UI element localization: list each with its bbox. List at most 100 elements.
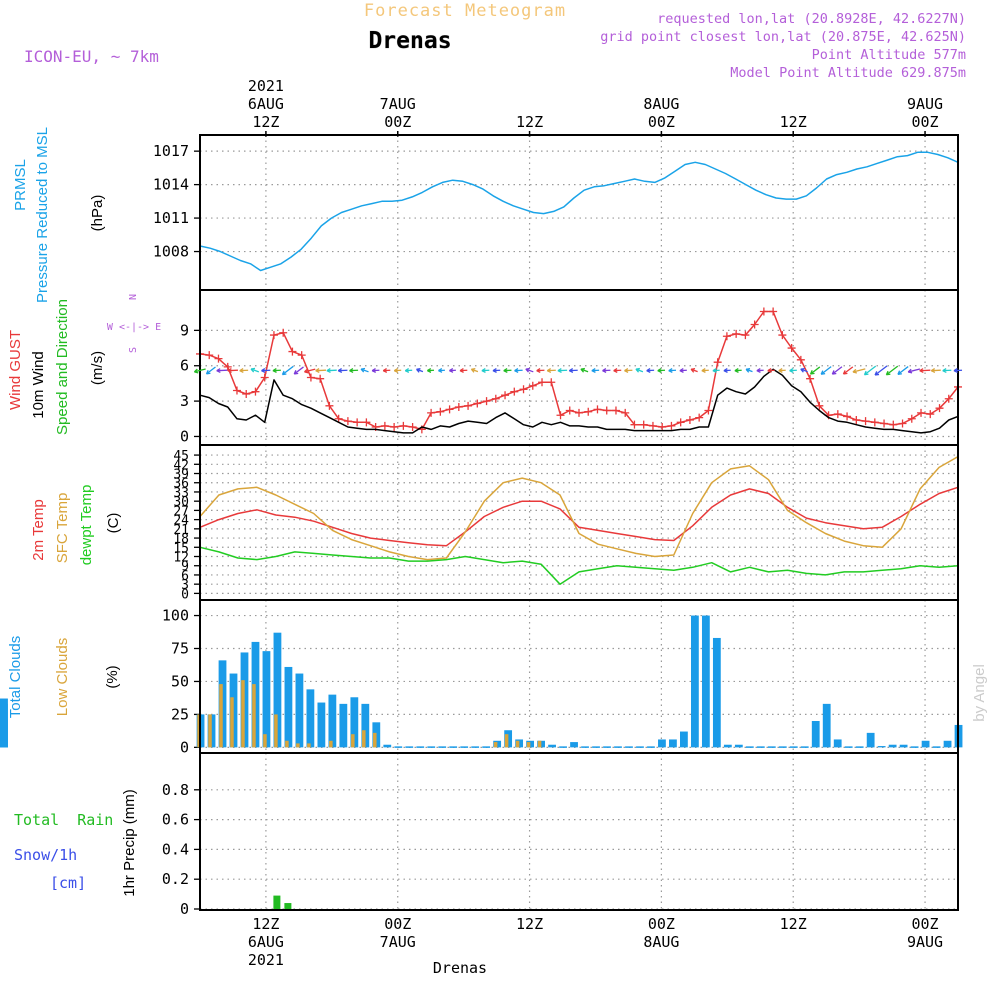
top-time-label: 00Z (384, 113, 411, 131)
wind-arrow (864, 366, 875, 375)
gust-marker (483, 397, 491, 405)
low-cloud-bar (285, 741, 289, 748)
wind-arrow (724, 369, 731, 373)
gust-marker (769, 308, 777, 316)
total-cloud-bar (263, 651, 271, 747)
total-cloud-bar (449, 746, 457, 748)
wind-arrow (569, 369, 577, 373)
wind-arrow (702, 369, 709, 373)
wind-arrow (206, 367, 215, 374)
gust-marker (529, 382, 537, 390)
total-cloud-bar (581, 746, 589, 748)
gust-marker (843, 412, 851, 420)
wind-arrow (304, 369, 315, 373)
wind-arrow (251, 368, 259, 372)
wind-arrow-shaft (282, 366, 293, 374)
gust-marker (362, 418, 370, 426)
total-cloud-bar (317, 703, 325, 748)
gust-marker (871, 418, 879, 426)
gust-marker (603, 407, 611, 415)
gust-marker (658, 423, 666, 431)
low-cloud-bar (505, 734, 509, 747)
wind-arrow (427, 369, 434, 373)
gust-marker (593, 405, 601, 413)
total-cloud-bar (328, 695, 336, 748)
gust-marker (455, 403, 463, 411)
wind-arrow (405, 369, 412, 373)
gust-marker (880, 419, 888, 427)
pressure-label-msl: Pressure Reduced to MSL (34, 127, 51, 303)
gust-marker (261, 374, 269, 382)
wind-label-10m: 10m Wind (30, 351, 47, 419)
gust-marker (344, 417, 352, 425)
total-cloud-bar (603, 746, 611, 748)
wind-arrow (811, 367, 820, 374)
total-cloud-bar (823, 704, 831, 748)
total-cloud-bar (845, 746, 853, 748)
gust-marker (677, 418, 685, 426)
bottom-time-label: 12Z (252, 915, 279, 933)
wind-arrow (515, 369, 523, 373)
clouds-ytick-label: 25 (171, 705, 189, 723)
top-time-label: 2021 (248, 77, 284, 95)
total-cloud-bar (713, 638, 721, 747)
low-cloud-bar (527, 742, 531, 747)
top-time-label: 12Z (252, 113, 279, 131)
wind-arrow (832, 367, 842, 374)
rain-bar (284, 903, 291, 909)
wind-unit: (m/s) (89, 351, 106, 385)
total-cloud-bar (834, 739, 842, 747)
wind-arrow (898, 367, 908, 375)
model-label: ICON-EU, ~ 7km (24, 47, 159, 66)
grid-point-coordinates: grid point closest lon,lat (20.875E, 42.… (600, 29, 966, 45)
wind-arrow (757, 369, 764, 373)
precip-grid (200, 753, 958, 910)
total-cloud-bar (911, 746, 919, 748)
wind-arrow (603, 369, 611, 373)
total-cloud-bar (460, 746, 468, 748)
total-cloud-bar (438, 746, 446, 748)
total-cloud-bar (285, 667, 293, 747)
low-cloud-bar (351, 734, 355, 747)
wind-arrow (526, 368, 533, 372)
gust-marker (492, 395, 500, 403)
precip-yticks: 00.20.40.60.8 (162, 781, 200, 918)
rain-bars (273, 896, 291, 909)
gust-marker (279, 329, 287, 337)
precip-label-cm: [cm] (50, 874, 86, 892)
gust-marker (806, 375, 814, 383)
clouds-ytick-label: 100 (162, 607, 189, 625)
wind-arrow (493, 369, 500, 373)
pressure-ytick-label: 1011 (153, 209, 189, 227)
gust-marker (575, 409, 583, 417)
gust-marker (566, 407, 574, 415)
model-altitude: Model Point Altitude 629.875m (730, 65, 966, 81)
clouds-ytick-label: 0 (180, 738, 189, 756)
gust-marker (899, 419, 907, 427)
total-cloud-bar (779, 746, 787, 748)
temperature-series-sfc-temp (200, 457, 958, 560)
pressure-ytick-label: 1008 (153, 243, 189, 261)
gust-marker (473, 399, 481, 407)
total-cloud-bar (296, 674, 304, 748)
wind-arrow (592, 369, 599, 373)
total-cloud-bar (922, 741, 930, 748)
wind-arrow (338, 369, 347, 373)
total-cloud-bar (900, 745, 908, 748)
wind-arrow (821, 367, 831, 375)
gust-marker (427, 409, 435, 417)
gust-marker (510, 388, 518, 396)
wind-arrow (790, 369, 797, 373)
gust-marker (557, 411, 565, 419)
compass-south: S (128, 347, 139, 353)
bottom-time-label: 00Z (648, 915, 675, 933)
wind-ytick-label: 6 (180, 357, 189, 375)
bottom-time-label: 00Z (911, 915, 938, 933)
total-cloud-bar (735, 745, 743, 748)
bottom-time-label: 12Z (516, 915, 543, 933)
gust-marker (390, 423, 398, 431)
bottom-time-label: 7AUG (380, 933, 416, 951)
